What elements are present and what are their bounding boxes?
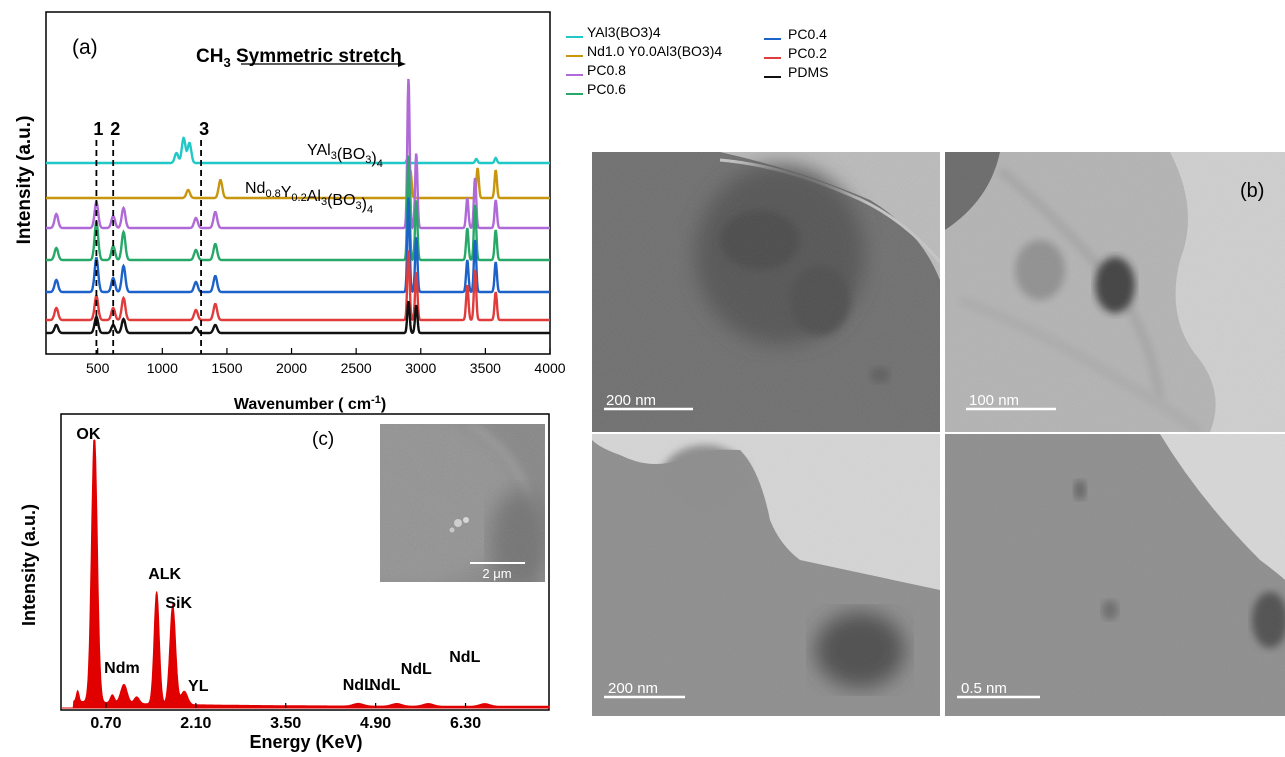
panel-a-x-axis: 500 1000 1500 2000 2500 3000 3500 4000: [86, 348, 566, 376]
eds-peak-label: NdL: [343, 677, 374, 694]
tem-2-scale-label: 100 nm: [969, 392, 1019, 409]
inline-label-yab: YAl3(BO3)4: [307, 142, 383, 170]
tem-image-3: [592, 434, 940, 716]
eds-peak-label: OK: [76, 426, 100, 443]
panel-a-label: (a): [72, 36, 98, 59]
tem-1-scale-label: 200 nm: [606, 392, 656, 409]
panel-a-x-tick-label: 2500: [341, 360, 372, 376]
peak-marker-label: 2: [110, 119, 120, 139]
annotation-ch3: CH3 Symmetric stretch: [196, 46, 402, 70]
panel-a-xlabel: Wavenumber ( cm-1): [234, 394, 386, 413]
panel-c-x-tick-label: 6.30: [450, 715, 481, 732]
tem-image-1: [592, 152, 940, 432]
legend-label: PC0.2: [788, 45, 827, 61]
series-line-pc0-6: [46, 155, 550, 262]
eds-spectrum-area: [61, 439, 550, 709]
panel-b-label: (b): [1240, 180, 1264, 202]
inline-label-ndyab: Nd0.8Y0.2Al3(BO3)4: [245, 180, 373, 216]
eds-peak-label: NdL: [369, 677, 400, 694]
panel-b: 200 nm 100 nm (b) 200 nm: [592, 152, 1285, 716]
tem-image-2: [945, 152, 1285, 432]
tem-3-scale-label: 200 nm: [608, 680, 658, 697]
panel-c-ylabel: Intensity (a.u.): [19, 504, 39, 626]
eds-peak-label: ALK: [148, 566, 181, 583]
tem-4-scale-label: 0.5 nm: [961, 680, 1007, 697]
series-line-yal3-bo3-4: [46, 136, 550, 165]
legend-label: PC0.8: [587, 62, 626, 78]
series-line-pc0-4: [46, 197, 550, 294]
panel-c-label: (c): [312, 429, 334, 450]
sem-scale-label: 2 μm: [482, 566, 511, 581]
legend-label: PDMS: [788, 64, 828, 80]
panel-c-x-tick-label: 3.50: [270, 715, 301, 732]
sem-inset-image: [380, 424, 545, 582]
series-line-nd1-0-y0-0al3-bo3-4: [46, 167, 550, 200]
panel-a-x-tick-label: 2000: [276, 360, 307, 376]
series-line-pc0-8: [46, 78, 550, 230]
peak-marker-label: 1: [93, 119, 103, 139]
panel-c-x-tick-label: 0.70: [90, 715, 121, 732]
panel-a-legend: YAl3(BO3)4 Nd1.0 Y0.0Al3(BO3)4 PC0.8 PC0.6 P…: [566, 24, 828, 97]
eds-peak-label: Ndm: [104, 660, 140, 677]
panel-c-x-tick-label: 4.90: [360, 715, 391, 732]
tem-image-4: [945, 434, 1285, 716]
panel-c-frame: [60, 413, 550, 711]
panel-a-traces: [46, 78, 550, 335]
series-line-pdms: [46, 300, 550, 335]
eds-peak-label: YL: [188, 678, 209, 695]
legend-label: YAl3(BO3)4: [587, 24, 661, 40]
eds-peak-label: NdL: [401, 661, 432, 678]
legend-label: Nd1.0 Y0.0Al3(BO3)4: [587, 43, 722, 59]
legend-label: PC0.6: [587, 81, 626, 97]
eds-peak-label: NdL: [449, 649, 480, 666]
panel-a-ylabel: Intensity (a.u.): [14, 116, 35, 245]
eds-peak-label: SiK: [165, 595, 192, 612]
panel-c-xlabel: Energy (KeV): [249, 732, 362, 752]
series-line-pc0-2: [46, 250, 550, 322]
panel-a-frame: [45, 11, 551, 355]
panel-c-x-axis: 0.70 2.10 3.50 4.90 6.30: [90, 703, 481, 732]
annotation-arrowhead: [398, 61, 406, 67]
panel-a-x-tick-label: 1500: [211, 360, 242, 376]
peak-marker-label: 3: [199, 119, 209, 139]
panel-a-x-tick-label: 3000: [405, 360, 436, 376]
panel-c-x-tick-label: 2.10: [180, 715, 211, 732]
panel-a-x-tick-label: 500: [86, 360, 110, 376]
legend-label: PC0.4: [788, 26, 827, 42]
panel-c-spectrum: [61, 439, 550, 709]
panel-a-x-tick-label: 3500: [470, 360, 501, 376]
panel-a-x-tick-label: 4000: [534, 360, 565, 376]
panel-a-x-tick-label: 1000: [147, 360, 178, 376]
